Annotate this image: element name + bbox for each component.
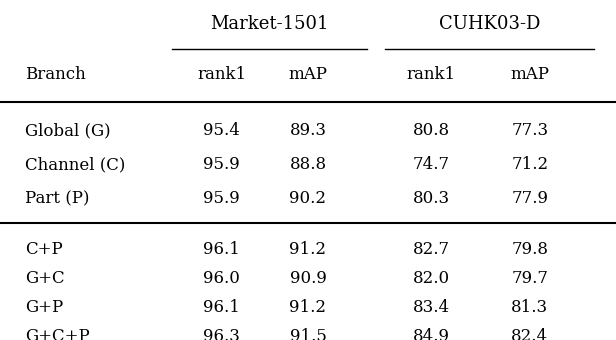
Text: 74.7: 74.7 xyxy=(413,156,450,173)
Text: 95.4: 95.4 xyxy=(203,122,240,139)
Text: 91.2: 91.2 xyxy=(290,241,326,258)
Text: mAP: mAP xyxy=(288,66,328,83)
Text: 95.9: 95.9 xyxy=(203,156,240,173)
Text: 84.9: 84.9 xyxy=(413,328,450,340)
Text: 77.9: 77.9 xyxy=(511,190,548,207)
Text: 81.3: 81.3 xyxy=(511,299,548,316)
Text: 90.9: 90.9 xyxy=(290,270,326,287)
Text: rank1: rank1 xyxy=(407,66,456,83)
Text: 79.8: 79.8 xyxy=(511,241,548,258)
Text: 91.2: 91.2 xyxy=(290,299,326,316)
Text: 82.0: 82.0 xyxy=(413,270,450,287)
Text: 96.3: 96.3 xyxy=(203,328,240,340)
Text: 96.1: 96.1 xyxy=(203,241,240,258)
Text: 88.8: 88.8 xyxy=(290,156,326,173)
Text: 89.3: 89.3 xyxy=(290,122,326,139)
Text: 80.8: 80.8 xyxy=(413,122,450,139)
Text: Channel (C): Channel (C) xyxy=(25,156,125,173)
Text: 82.4: 82.4 xyxy=(511,328,548,340)
Text: 79.7: 79.7 xyxy=(511,270,548,287)
Text: 82.7: 82.7 xyxy=(413,241,450,258)
Text: 91.5: 91.5 xyxy=(290,328,326,340)
Text: 71.2: 71.2 xyxy=(511,156,548,173)
Text: 90.2: 90.2 xyxy=(290,190,326,207)
Text: 95.9: 95.9 xyxy=(203,190,240,207)
Text: 80.3: 80.3 xyxy=(413,190,450,207)
Text: mAP: mAP xyxy=(510,66,549,83)
Text: Market-1501: Market-1501 xyxy=(210,15,329,33)
Text: CUHK03-D: CUHK03-D xyxy=(439,15,540,33)
Text: G+C+P: G+C+P xyxy=(25,328,89,340)
Text: rank1: rank1 xyxy=(197,66,246,83)
Text: 96.1: 96.1 xyxy=(203,299,240,316)
Text: 77.3: 77.3 xyxy=(511,122,548,139)
Text: 83.4: 83.4 xyxy=(413,299,450,316)
Text: 96.0: 96.0 xyxy=(203,270,240,287)
Text: G+P: G+P xyxy=(25,299,63,316)
Text: Branch: Branch xyxy=(25,66,86,83)
Text: Part (P): Part (P) xyxy=(25,190,89,207)
Text: G+C: G+C xyxy=(25,270,64,287)
Text: C+P: C+P xyxy=(25,241,62,258)
Text: Global (G): Global (G) xyxy=(25,122,110,139)
